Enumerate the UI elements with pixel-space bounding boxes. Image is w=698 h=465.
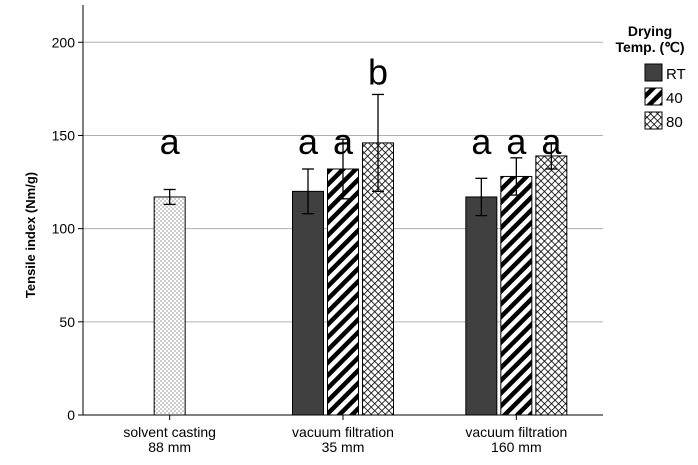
bar-2-40: [500, 175, 533, 416]
bar-2-80: [535, 155, 568, 416]
bar-1-40: [327, 168, 359, 416]
bar-2-rt: [465, 196, 498, 416]
bar-0-dots: [153, 196, 186, 416]
x-tick-label-0-line-2: 88 mm: [148, 439, 191, 455]
y-tick-label-200: 200: [52, 34, 76, 50]
legend-swatch-40: [644, 87, 663, 106]
x-tick-label-0-line-1: solvent casting: [123, 424, 216, 440]
legend-title-line-1: Drying: [628, 23, 672, 39]
sig-label-1-rt: a: [298, 121, 319, 162]
sig-label-1-40: a: [333, 121, 354, 162]
x-tick-label-2-line-1: vacuum filtration: [465, 424, 567, 440]
legend-label-80: 80: [666, 114, 683, 131]
error-bars: [163, 93, 558, 217]
sig-label-2-80: a: [541, 121, 562, 162]
legend-title-line-2: Temp. (℃): [615, 39, 684, 55]
x-tick-label-1-line-2: 35 mm: [322, 439, 365, 455]
sig-label-1-80: b: [368, 51, 388, 92]
bar-1-rt: [292, 190, 324, 416]
y-axis-label: Tensile index (Nm/g): [23, 172, 38, 298]
y-tick-label-100: 100: [52, 221, 76, 237]
x-tick-label-2-line-2: 160 mm: [491, 439, 542, 455]
sig-label-2-rt: a: [471, 121, 492, 162]
y-tick-label-150: 150: [52, 127, 76, 143]
x-tick-label-1-line-1: vacuum filtration: [292, 424, 394, 440]
y-tick-label-0: 0: [67, 407, 75, 423]
y-tick-label-50: 50: [59, 314, 75, 330]
significance-labels: a a aba a a: [160, 51, 563, 162]
sig-label-0-dots: a: [160, 121, 181, 162]
legend-swatch-rt: [644, 63, 663, 82]
legend-label-40: 40: [666, 90, 683, 107]
sig-label-2-40: a: [506, 121, 527, 162]
legend: Drying Temp. (℃) RT 40 80: [615, 23, 685, 131]
bars: [153, 142, 568, 416]
legend-label-rt: RT: [666, 66, 686, 83]
legend-swatch-80: [644, 111, 663, 130]
